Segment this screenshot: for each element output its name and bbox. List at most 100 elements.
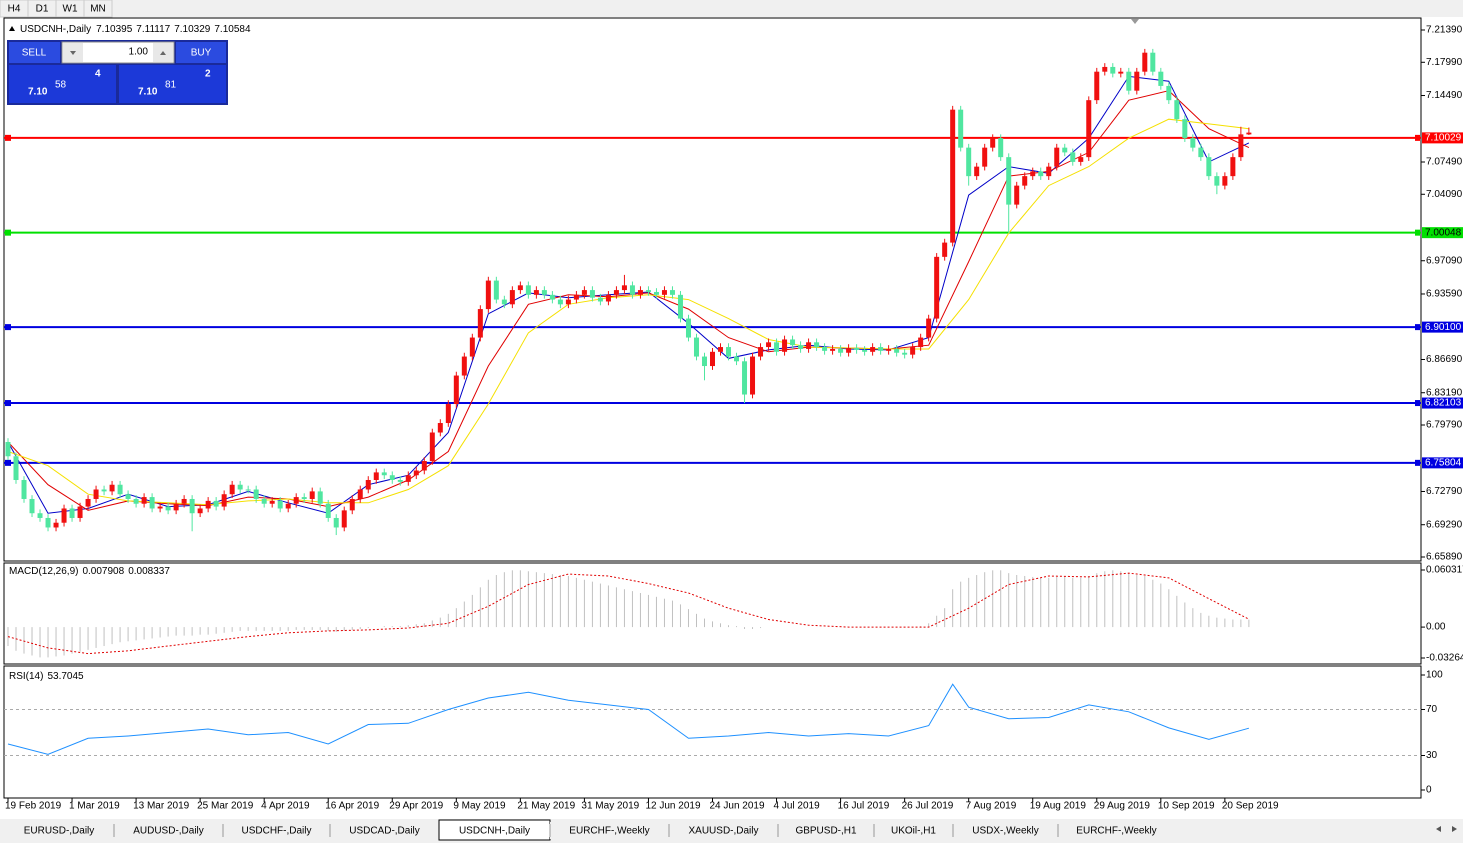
level-handle[interactable]: [5, 134, 11, 141]
level-handle[interactable]: [5, 459, 11, 466]
open: 7.10395: [96, 24, 133, 35]
x-tick-label: 26 Jul 2019: [902, 801, 954, 812]
candle-body: [21, 479, 27, 499]
candle-body: [1046, 166, 1052, 177]
candle-body: [93, 489, 99, 499]
y-tick-label: 6.69290: [1426, 519, 1463, 530]
candle-body: [29, 498, 35, 514]
timeframe-button[interactable]: [83, 0, 113, 18]
candle-body: [501, 299, 507, 305]
timeframe-label: H4: [8, 4, 21, 15]
y-tick-label: 70: [1426, 704, 1438, 715]
scroll-right[interactable]: [1452, 826, 1457, 832]
x-tick-label: 16 Apr 2019: [325, 801, 379, 812]
level-handle[interactable]: [1415, 229, 1420, 236]
candle-body: [1222, 176, 1228, 186]
candle-body: [189, 498, 195, 514]
macd-value: 0.007908: [82, 566, 124, 577]
y-tick-label: 6.83190: [1426, 387, 1463, 398]
candle-body: [629, 285, 635, 295]
candle-body: [165, 506, 171, 511]
candle-body: [277, 500, 283, 509]
symbol-tab[interactable]: [550, 822, 669, 839]
timeframe-label: D1: [36, 4, 49, 15]
candle-body: [181, 498, 187, 504]
level-price-label: 7.10029: [1425, 133, 1462, 144]
candle-body: [397, 479, 403, 482]
symbol-tab[interactable]: [669, 822, 778, 839]
candle-body: [157, 506, 163, 509]
candle-body: [389, 475, 395, 480]
ask-box[interactable]: [119, 65, 226, 103]
candle-body: [1054, 147, 1060, 167]
symbol-tab[interactable]: [953, 822, 1058, 839]
level-handle[interactable]: [1415, 400, 1420, 407]
y-tick-label: 0.060317: [1426, 565, 1463, 576]
candle-body: [1006, 157, 1012, 205]
level-handle[interactable]: [1415, 459, 1420, 466]
rsi-header: RSI(14) 53.7045: [9, 671, 84, 682]
symbol-tab[interactable]: [778, 822, 874, 839]
candle-body: [245, 489, 251, 491]
level-handle[interactable]: [5, 324, 11, 331]
level-handle[interactable]: [1415, 134, 1420, 141]
x-tick-label: 25 Mar 2019: [197, 801, 254, 812]
candle-body: [1190, 138, 1196, 148]
candle-body: [974, 166, 980, 177]
high: 7.11117: [136, 24, 170, 35]
candle-body: [782, 339, 788, 352]
symbol-tab[interactable]: [223, 822, 330, 839]
tab-scroll: [1436, 826, 1457, 832]
indicator-line: [7, 572, 1250, 655]
ask-pips: 81: [165, 80, 177, 91]
y-tick-label: 7.04090: [1426, 189, 1463, 200]
level-handle[interactable]: [1415, 324, 1420, 331]
symbol-tab[interactable]: [874, 822, 953, 839]
level-price-box: [1422, 132, 1463, 144]
candle-body: [1110, 66, 1116, 74]
up-arrow: [160, 51, 166, 55]
candle-body: [413, 470, 419, 476]
candle-body: [950, 109, 956, 243]
candle-body: [734, 356, 740, 362]
candle-body: [726, 347, 732, 357]
symbol-tab[interactable]: [1058, 822, 1175, 839]
candle-body: [589, 290, 595, 298]
buy-button[interactable]: [176, 42, 226, 63]
level-handle[interactable]: [5, 400, 11, 407]
candle-body: [1158, 71, 1164, 86]
candle-body: [1134, 71, 1140, 91]
candle-body: [517, 285, 523, 291]
level-handle[interactable]: [5, 229, 11, 236]
candle-body: [453, 375, 459, 405]
candle-body: [341, 510, 347, 528]
candle-body: [1038, 171, 1044, 177]
candle-body: [774, 342, 780, 352]
candle-body: [149, 497, 155, 509]
candle-body: [69, 508, 75, 518]
volume-input[interactable]: [61, 41, 175, 64]
indicator-name: MACD(12,26,9): [9, 566, 78, 577]
candle-body: [493, 280, 499, 300]
level-price-box: [1422, 457, 1463, 469]
x-tick-label: 12 Jun 2019: [645, 801, 700, 812]
sell-button[interactable]: [9, 42, 60, 63]
candle-body: [685, 318, 691, 338]
candle-body: [125, 494, 131, 499]
candle-body: [926, 318, 932, 338]
tab-label: USDX-,Weekly: [972, 826, 1039, 837]
collapse-arrow[interactable]: [9, 26, 15, 31]
candle-body: [77, 506, 83, 518]
chart-shift-marker: [1131, 19, 1139, 24]
candle-body: [1238, 134, 1244, 158]
candle-body: [1142, 52, 1148, 72]
scroll-left[interactable]: [1436, 826, 1441, 832]
y-tick-label: -0.032648: [1426, 653, 1463, 664]
bid-box[interactable]: [9, 65, 116, 103]
candle-body: [85, 498, 91, 507]
candle-body: [349, 498, 355, 511]
symbol-tab[interactable]: [330, 822, 439, 839]
symbol-tab[interactable]: [4, 822, 114, 839]
candle-body: [637, 290, 643, 295]
symbol-tab[interactable]: [114, 822, 223, 839]
